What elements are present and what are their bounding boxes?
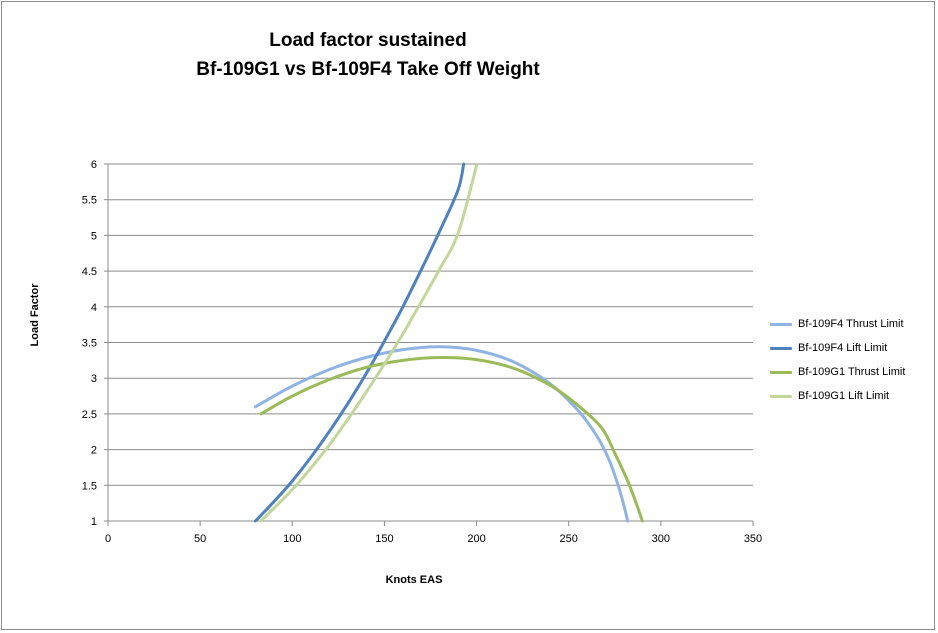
legend-item: Bf-109G1 Lift Limit bbox=[770, 384, 905, 408]
x-tick-label: 150 bbox=[375, 533, 393, 545]
legend-swatch bbox=[770, 394, 792, 398]
y-tick-label: 5 bbox=[91, 230, 97, 242]
chart-title-line-1: Load factor sustained bbox=[269, 30, 467, 51]
y-tick-label: 3.5 bbox=[82, 338, 97, 350]
legend-item: Bf-109G1 Thrust Limit bbox=[770, 360, 905, 384]
x-tick-label: 250 bbox=[560, 533, 578, 545]
legend-item: Bf-109F4 Lift Limit bbox=[770, 336, 905, 360]
legend-label: Bf-109F4 Lift Limit bbox=[798, 342, 888, 354]
legend-label: Bf-109G1 Lift Limit bbox=[798, 390, 890, 402]
legend: Bf-109F4 Thrust Limit Bf-109F4 Lift Limit… bbox=[770, 312, 905, 408]
x-axis-label: Knots EAS bbox=[385, 574, 443, 586]
legend-item: Bf-109F4 Thrust Limit bbox=[770, 312, 905, 336]
y-tick-label: 4.5 bbox=[82, 266, 97, 278]
series-line-bf-109g1-thrust-limit bbox=[259, 355, 644, 523]
x-tick-label: 350 bbox=[744, 533, 762, 545]
y-axis-label: Load Factor bbox=[29, 283, 41, 347]
x-tick-label: 300 bbox=[652, 533, 670, 545]
chart-title: Load factor sustained Bf-109G1 vs Bf-109… bbox=[0, 26, 736, 84]
legend-label: Bf-109G1 Thrust Limit bbox=[798, 366, 906, 378]
chart-title-line-2: Bf-109G1 vs Bf-109F4 Take Off Weight bbox=[196, 59, 540, 80]
y-tick-label: 3 bbox=[91, 373, 97, 385]
x-tick-label: 0 bbox=[105, 533, 111, 545]
y-tick-label: 2.5 bbox=[82, 409, 97, 421]
legend-swatch bbox=[770, 370, 792, 374]
y-tick-label: 4 bbox=[91, 302, 97, 314]
y-tick-label: 2 bbox=[91, 445, 97, 457]
legend-label: Bf-109F4 Thrust Limit bbox=[798, 318, 904, 330]
y-tick-label: 5.5 bbox=[82, 195, 97, 207]
legend-swatch bbox=[770, 322, 792, 326]
y-tick-label: 6 bbox=[91, 159, 97, 171]
y-tick-label: 1.5 bbox=[82, 480, 97, 492]
series-line-bf-109f4-lift-limit bbox=[253, 162, 466, 523]
x-tick-label: 100 bbox=[283, 533, 301, 545]
x-tick-label: 50 bbox=[194, 533, 206, 545]
legend-swatch bbox=[770, 346, 792, 350]
series-line-bf-109f4-thrust-limit bbox=[253, 345, 630, 523]
series-line-bf-109g1-lift-limit bbox=[259, 163, 479, 523]
y-tick-label: 1 bbox=[91, 516, 97, 528]
x-tick-label: 200 bbox=[467, 533, 485, 545]
